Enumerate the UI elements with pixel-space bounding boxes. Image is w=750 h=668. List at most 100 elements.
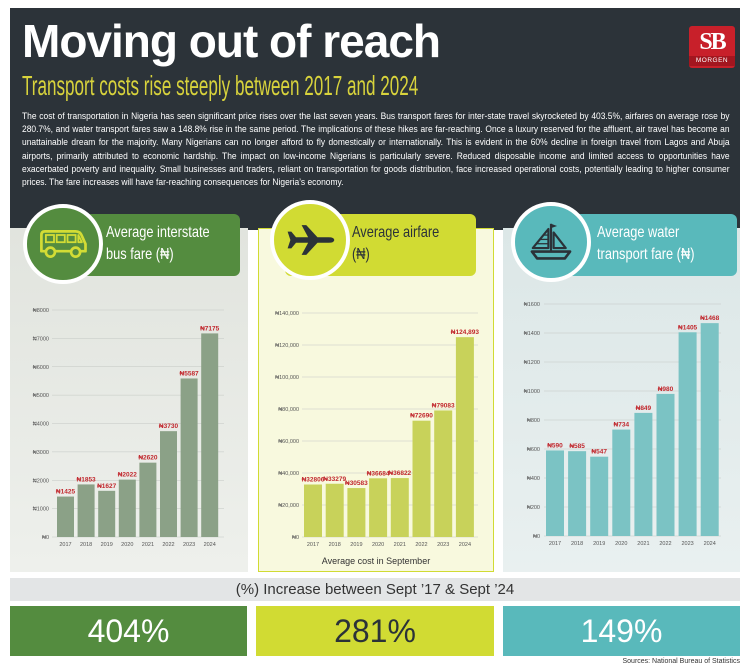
x-tick-label: 2022 xyxy=(415,542,427,548)
y-tick-label: ₦600 xyxy=(527,447,540,453)
y-tick-label: ₦8000 xyxy=(33,308,49,314)
value-label: ₦980 xyxy=(658,386,674,393)
bus-fare-title-line-2: bus fare (₦) xyxy=(106,246,174,263)
sailboat-icon xyxy=(530,223,572,260)
bar-2018 xyxy=(77,484,95,537)
x-tick-label: 2020 xyxy=(121,542,133,548)
x-tick-label: 2019 xyxy=(593,541,605,547)
value-label: ₦5587 xyxy=(180,370,200,377)
x-tick-label: 2018 xyxy=(80,542,92,548)
value-label: ₦30583 xyxy=(345,480,368,487)
logo-monogram: SB xyxy=(699,29,726,55)
airplane-icon-badge xyxy=(270,200,350,280)
y-tick-label: ₦200 xyxy=(527,505,540,511)
y-tick-label: ₦1200 xyxy=(524,360,540,366)
x-tick-label: 2021 xyxy=(637,541,649,547)
water-increase-value: 149% xyxy=(503,606,740,656)
bus-increase-value: 404% xyxy=(10,606,247,656)
value-label: ₦1425 xyxy=(56,489,76,496)
increase-heading: (%) Increase between Sept ’17 & Sept ’24 xyxy=(10,578,740,601)
value-label: ₦124,893 xyxy=(451,329,480,336)
bar-2017 xyxy=(546,450,564,536)
value-label: ₦1405 xyxy=(678,324,698,331)
x-tick-label: 2023 xyxy=(183,542,195,548)
y-tick-label: ₦100,000 xyxy=(275,375,299,381)
bar-2019 xyxy=(98,490,116,537)
value-label: ₦2022 xyxy=(118,472,138,479)
bar-2020 xyxy=(612,429,631,536)
page-title: Moving out of reach xyxy=(22,15,441,67)
y-tick-label: ₦120,000 xyxy=(275,343,299,349)
x-tick-label: 2022 xyxy=(162,542,174,548)
sailboat-icon-badge xyxy=(511,202,591,282)
x-tick-label: 2023 xyxy=(681,541,693,547)
value-label: ₦36684 xyxy=(367,470,390,477)
bar-2022 xyxy=(656,393,675,536)
x-tick-label: 2017 xyxy=(549,541,561,547)
airfare-chart: ₦0 ₦20,000 ₦40,000 ₦60,000 ₦80,000 ₦100,000 ₦1… xyxy=(275,311,480,548)
bar-2023 xyxy=(434,410,453,537)
y-tick-label: ₦4000 xyxy=(33,422,49,428)
bar-2022 xyxy=(412,420,431,537)
x-tick-label: 2020 xyxy=(615,541,627,547)
y-tick-label: ₦5000 xyxy=(33,393,49,399)
x-tick-label: 2020 xyxy=(372,542,384,548)
bar-2024 xyxy=(700,323,719,536)
bar-2018 xyxy=(568,451,587,536)
x-tick-label: 2021 xyxy=(394,542,406,548)
bar-2019 xyxy=(347,488,366,537)
bar-2022 xyxy=(160,431,177,537)
y-tick-label: ₦1000 xyxy=(33,507,49,513)
airfare-title-line-1: Average airfare xyxy=(352,224,440,241)
sb-morgen-logo: SB MORGEN xyxy=(689,26,735,68)
value-label: ₦590 xyxy=(547,442,563,449)
x-tick-label: 2021 xyxy=(142,542,154,548)
value-label: ₦1627 xyxy=(97,483,117,490)
y-tick-label: ₦60,000 xyxy=(278,439,299,445)
bar-2017 xyxy=(57,496,74,537)
airfare-title-line-2: (₦) xyxy=(352,246,370,263)
header-background xyxy=(10,8,740,230)
y-tick-label: ₦2000 xyxy=(33,478,49,484)
y-tick-label: ₦1000 xyxy=(524,389,540,395)
bar-2017 xyxy=(304,484,322,537)
y-tick-label: ₦20,000 xyxy=(278,503,299,509)
value-label: ₦1853 xyxy=(77,476,97,483)
bar-2024 xyxy=(455,337,474,537)
bar-2019 xyxy=(590,456,609,536)
value-label: ₦32806 xyxy=(302,477,325,484)
x-tick-label: 2017 xyxy=(307,542,319,548)
x-tick-label: 2018 xyxy=(571,541,583,547)
x-tick-label: 2017 xyxy=(59,542,71,548)
bar-2020 xyxy=(118,479,136,537)
x-tick-label: 2024 xyxy=(204,542,216,548)
x-tick-label: 2024 xyxy=(704,541,716,547)
y-tick-label: ₦40,000 xyxy=(278,471,299,477)
y-tick-label: ₦800 xyxy=(527,418,540,424)
bar-2020 xyxy=(369,478,388,537)
airfare-increase-value: 281% xyxy=(256,606,494,656)
bus-fare-chart: ₦0 ₦1000 ₦2000 ₦3000 ₦4000 ₦5000 ₦6000 ₦7000 ₦80… xyxy=(33,308,224,548)
airplane-icon xyxy=(287,225,335,255)
x-tick-label: 2018 xyxy=(329,542,341,548)
y-tick-label: ₦1400 xyxy=(524,331,540,337)
bar-2021 xyxy=(139,462,157,537)
bar-2023 xyxy=(678,332,697,536)
water-fare-title-line-2: transport fare (₦) xyxy=(597,246,695,263)
value-label: ₦72690 xyxy=(410,413,433,420)
bus-fare-title-line-1: Average interstate xyxy=(106,224,210,241)
y-tick-label: ₦1600 xyxy=(524,302,540,308)
x-tick-label: 2019 xyxy=(101,542,113,548)
value-label: ₦3730 xyxy=(159,423,179,430)
water-fare-chart: ₦0 ₦200 ₦400 ₦600 ₦800 ₦1000 ₦1200 ₦1400 ₦1600 ₦5… xyxy=(524,302,721,547)
water-fare-title-line-1: Average water xyxy=(597,224,680,241)
x-tick-label: 2023 xyxy=(437,542,449,548)
y-tick-label: ₦0 xyxy=(42,535,49,541)
x-tick-label: 2019 xyxy=(350,542,362,548)
y-tick-label: ₦3000 xyxy=(33,450,49,456)
y-tick-label: ₦6000 xyxy=(33,365,49,371)
bar-2021 xyxy=(390,478,409,537)
value-label: ₦2620 xyxy=(138,455,158,462)
bus-icon xyxy=(40,230,87,258)
value-label: ₦1468 xyxy=(700,315,720,322)
